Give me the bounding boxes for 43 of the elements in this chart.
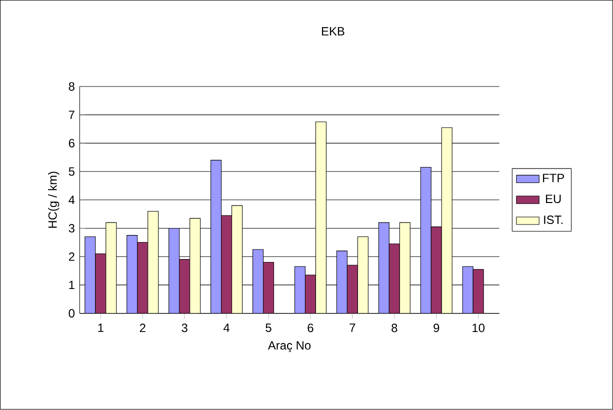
bar [232,205,243,314]
x-tick-label: 4 [223,324,230,332]
chart-title: EKB [322,27,344,36]
x-tick-label: 3 [182,324,188,332]
y-tick-label: 4 [68,196,75,204]
legend-label: FTP [543,174,564,182]
bar [441,128,452,314]
legend-label: IST. [544,216,563,224]
bar [168,228,180,314]
bar [399,222,410,314]
y-tick-label: 0 [68,309,75,318]
y-tick-label: 6 [68,139,74,148]
x-tick-label: 1 [98,324,104,332]
bar [420,167,432,314]
y-tick-label: 2 [68,252,74,261]
bar [106,222,117,314]
y-tick-label: 8 [68,82,74,91]
y-tick-label: 5 [68,168,74,176]
x-axis-title: Araç No [268,341,311,352]
bar [357,236,368,314]
bar [210,160,222,314]
bar [336,250,348,314]
bar [84,236,96,314]
x-tick-label: 2 [140,324,146,332]
x-tick-label: 6 [308,324,314,332]
x-tick-label: 8 [392,324,398,332]
legend-label: EU [546,194,561,204]
bar [252,249,264,314]
bar [126,235,138,314]
x-tick-label: 7 [350,324,356,332]
bar [294,266,306,314]
y-tick-label: 7 [68,110,74,120]
bar [462,266,474,314]
bar [378,222,390,314]
bar [190,218,201,314]
y-tick-label: 3 [68,224,74,233]
x-tick-label: 5 [266,324,272,332]
bar [148,211,159,314]
x-tick-label: 9 [434,324,440,332]
x-tick-label: 10 [472,324,485,332]
y-tick-label: 1 [69,281,74,290]
y-axis-title: HC(g / km) [48,172,60,228]
bar [315,122,326,314]
